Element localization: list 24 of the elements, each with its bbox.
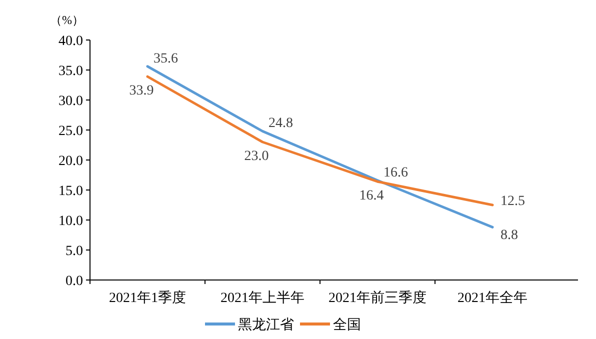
- y-tick-label: 0.0: [66, 274, 83, 289]
- y-tick-label: 10.0: [58, 214, 83, 229]
- data-label: 33.9: [129, 84, 154, 99]
- x-tick-label: 2021年前三季度: [328, 290, 426, 306]
- legend-label: 全国: [333, 317, 361, 333]
- data-label: 16.4: [359, 188, 384, 204]
- x-tick-label: 2021年1季度: [109, 290, 186, 306]
- y-tick-label: 40.0: [58, 34, 83, 49]
- y-tick-label: 25.0: [58, 124, 83, 139]
- data-label: 24.8: [268, 116, 293, 132]
- data-label: 23.0: [244, 149, 269, 164]
- data-label: 12.5: [500, 194, 525, 209]
- x-tick-label: 2021年全年: [458, 290, 528, 306]
- y-axis-title: （%）: [50, 13, 84, 27]
- y-tick-label: 30.0: [58, 94, 83, 109]
- data-label: 8.8: [500, 228, 518, 244]
- x-tick-label: 2021年上半年: [220, 290, 304, 306]
- legend-label: 黑龙江省: [238, 317, 294, 333]
- data-label: 16.6: [384, 165, 408, 180]
- y-tick-label: 35.0: [58, 64, 83, 79]
- data-label: 35.6: [154, 51, 178, 66]
- y-tick-label: 15.0: [58, 184, 83, 199]
- y-tick-label: 20.0: [58, 154, 83, 169]
- y-tick-label: 5.0: [66, 244, 83, 259]
